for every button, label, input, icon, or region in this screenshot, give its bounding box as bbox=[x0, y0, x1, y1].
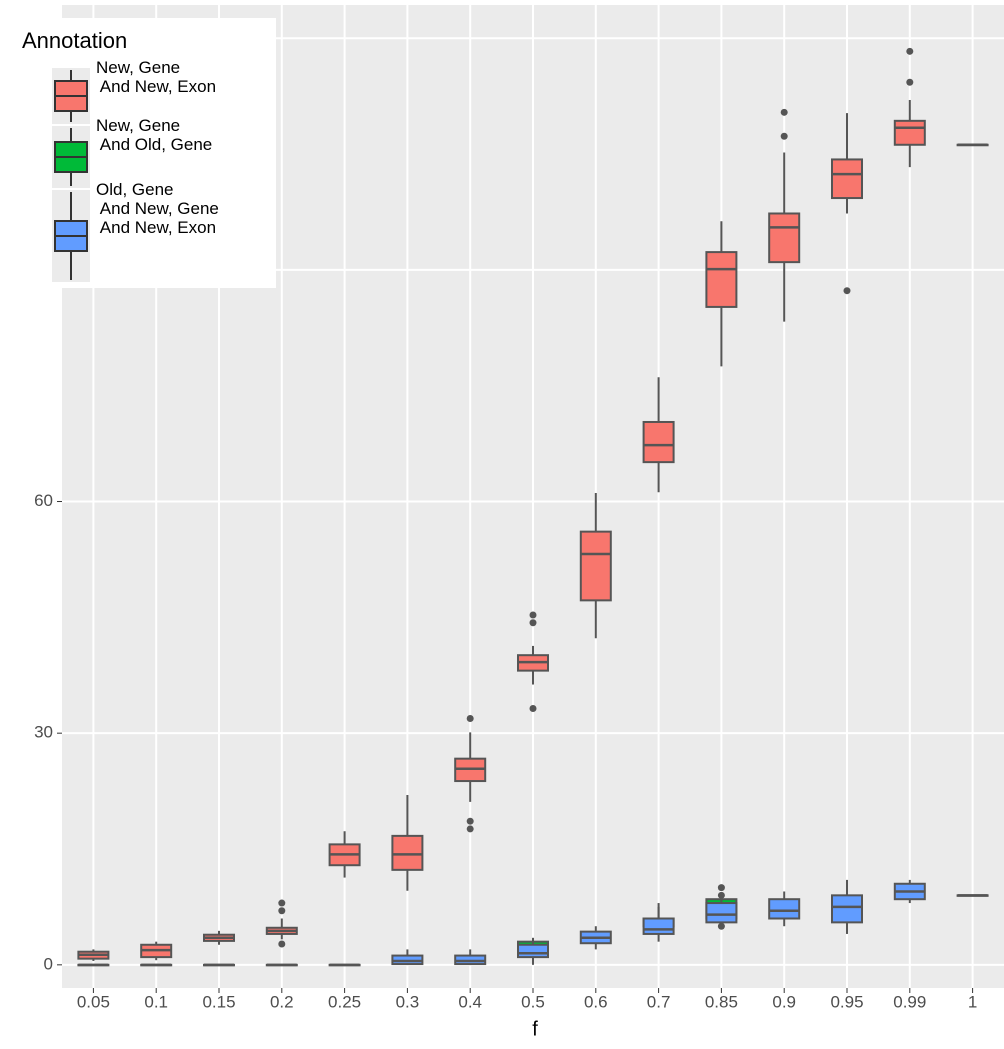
x-axis-label: f bbox=[532, 1018, 538, 1040]
x-tick-label: 0.6 bbox=[584, 992, 608, 1011]
outlier bbox=[717, 884, 725, 892]
outlier bbox=[466, 825, 474, 833]
outlier bbox=[466, 715, 474, 723]
legend-key bbox=[52, 190, 90, 282]
box bbox=[768, 898, 801, 920]
outlier bbox=[529, 619, 537, 627]
box bbox=[579, 530, 612, 602]
outlier bbox=[278, 907, 286, 915]
box bbox=[642, 917, 675, 935]
x-tick-label: 1 bbox=[968, 992, 977, 1011]
outlier bbox=[906, 47, 914, 55]
box bbox=[705, 902, 738, 924]
box bbox=[831, 158, 863, 200]
x-tick-label: 0.95 bbox=[830, 992, 863, 1011]
outlier bbox=[466, 817, 474, 825]
outlier bbox=[278, 899, 286, 907]
x-tick-label: 0.25 bbox=[328, 992, 361, 1011]
x-tick-label: 0.99 bbox=[893, 992, 926, 1011]
outlier bbox=[278, 940, 286, 948]
box bbox=[831, 894, 863, 924]
legend-swatch bbox=[54, 128, 88, 186]
legend-swatch bbox=[54, 70, 88, 122]
box bbox=[705, 251, 738, 308]
x-tick-label: 0.2 bbox=[270, 992, 294, 1011]
legend-swatch bbox=[54, 192, 88, 280]
box bbox=[517, 943, 549, 959]
x-tick-label: 0.85 bbox=[705, 992, 738, 1011]
outlier bbox=[906, 78, 914, 86]
x-tick-label: 0.3 bbox=[396, 992, 420, 1011]
box bbox=[768, 212, 801, 264]
box bbox=[893, 119, 926, 146]
outlier bbox=[843, 287, 851, 295]
legend-label: New, Gene And Old, Gene bbox=[96, 116, 213, 154]
legend-label: Old, Gene And New, Gene And New, Exon bbox=[96, 180, 219, 237]
y-tick-label: 0 bbox=[44, 954, 53, 973]
outlier bbox=[529, 704, 537, 712]
legend-key bbox=[52, 68, 90, 124]
legend-title: Annotation bbox=[22, 28, 128, 53]
outlier bbox=[780, 108, 788, 116]
x-tick-label: 0.5 bbox=[521, 992, 545, 1011]
legend-label: New, Gene And New, Exon bbox=[96, 58, 217, 96]
grid bbox=[62, 5, 1004, 988]
x-tick-label: 0.15 bbox=[202, 992, 235, 1011]
outlier bbox=[780, 132, 788, 140]
x-tick-label: 0.9 bbox=[772, 992, 796, 1011]
legend: Annotation New, Gene And New, Exon New, G… bbox=[8, 18, 276, 288]
box bbox=[391, 834, 424, 871]
legend-key bbox=[52, 126, 90, 188]
x-tick-label: 0.4 bbox=[458, 992, 482, 1011]
box bbox=[642, 420, 675, 464]
y-tick-label: 60 bbox=[34, 491, 53, 510]
x-tick-label: 0.7 bbox=[647, 992, 671, 1011]
y-tick-label: 30 bbox=[34, 723, 53, 742]
x-tick-label: 0.05 bbox=[77, 992, 110, 1011]
x-tick-label: 0.1 bbox=[144, 992, 168, 1011]
outlier bbox=[529, 611, 537, 619]
